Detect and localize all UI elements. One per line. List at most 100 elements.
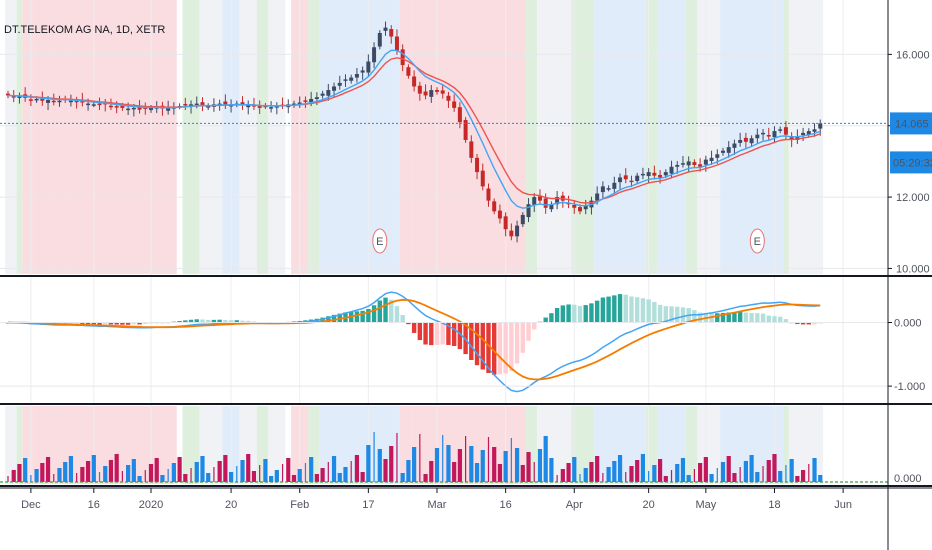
volume-bar-129 xyxy=(743,461,748,482)
macd-hist-117 xyxy=(675,306,680,323)
volume-bar-58 xyxy=(337,473,342,482)
macd-hist-76 xyxy=(440,322,445,345)
volume-bar-116 xyxy=(670,470,673,482)
volume-bar-21 xyxy=(126,465,131,482)
volume-bar-31 xyxy=(183,474,188,482)
time-tick-label-1: 16 xyxy=(88,499,100,511)
volume-bar-45 xyxy=(263,459,268,482)
time-tick-label-7: 16 xyxy=(500,499,512,511)
macd-hist-136 xyxy=(783,319,789,323)
candle-body-43 xyxy=(251,105,256,107)
volume-bar-27 xyxy=(160,475,165,482)
candle-body-45 xyxy=(263,105,268,108)
volume-bar-33 xyxy=(194,462,199,482)
candle-body-75 xyxy=(435,90,439,92)
band-6-0 xyxy=(182,0,200,274)
volume-bar-9 xyxy=(57,468,62,482)
candle-body-56 xyxy=(326,90,331,96)
candle-body-16 xyxy=(97,103,102,106)
candle-body-133 xyxy=(766,135,771,137)
time-tick-label-9: 20 xyxy=(643,499,655,511)
macd-hist-61 xyxy=(354,311,360,323)
volume-bar-97 xyxy=(560,469,565,482)
macd-hist-12 xyxy=(74,322,79,324)
macd-hist-37 xyxy=(217,319,222,323)
macd-hist-19 xyxy=(114,322,119,325)
macd-hist-92 xyxy=(532,322,537,330)
candle-body-128 xyxy=(738,140,743,143)
band-17-0 xyxy=(525,0,538,274)
price-tick-label-3: 10.000 xyxy=(896,263,930,275)
macd-hist-43 xyxy=(251,321,257,323)
macd-hist-118 xyxy=(680,307,686,323)
macd-tick-label-1: -1.000 xyxy=(894,381,925,393)
macd-hist-88 xyxy=(509,322,514,372)
candle-body-46 xyxy=(269,107,274,109)
candle-body-66 xyxy=(383,27,388,31)
volume-bar-110 xyxy=(635,460,640,482)
volume-bar-13 xyxy=(80,467,85,482)
macd-hist-114 xyxy=(657,304,663,323)
macd-hist-100 xyxy=(577,305,583,323)
candle-body-12 xyxy=(74,100,79,103)
volume-bar-136 xyxy=(785,465,787,482)
macd-hist-99 xyxy=(572,304,577,323)
candle-body-14 xyxy=(86,103,91,106)
volume-bar-44 xyxy=(259,465,261,482)
candle-body-35 xyxy=(206,106,211,108)
earnings-label-1: E xyxy=(754,236,761,248)
macd-hist-130 xyxy=(749,313,754,323)
macd-hist-71 xyxy=(411,322,417,333)
band-7-0 xyxy=(199,0,223,274)
candle-body-141 xyxy=(812,129,817,132)
volume-bar-127 xyxy=(732,473,737,482)
candle-body-129 xyxy=(743,137,748,142)
time-tick-label-0: Dec xyxy=(21,499,41,511)
macd-hist-14 xyxy=(85,322,91,325)
volume-bar-54 xyxy=(314,474,319,482)
volume-bar-91 xyxy=(526,452,531,482)
candle-body-79 xyxy=(457,107,462,123)
macd-hist-135 xyxy=(778,316,783,323)
band-15-0 xyxy=(399,0,412,274)
candle-body-134 xyxy=(772,131,777,138)
candle-body-91 xyxy=(526,204,531,218)
macd-hist-56 xyxy=(326,316,331,323)
macd-hist-89 xyxy=(514,322,520,364)
macd-hist-128 xyxy=(737,311,743,323)
macd-tick-label-0: 0.000 xyxy=(894,318,922,330)
macd-hist-106 xyxy=(612,295,617,323)
macd-hist-86 xyxy=(497,322,503,375)
volume-bar-67 xyxy=(389,446,394,482)
candle-body-69 xyxy=(400,49,405,66)
candle-body-4 xyxy=(28,99,33,101)
volume-bar-122 xyxy=(703,457,708,482)
macd-hist-13 xyxy=(80,322,85,324)
candle-body-84 xyxy=(486,188,491,201)
volume-bar-118 xyxy=(680,458,686,482)
band-14-1 xyxy=(319,406,400,484)
candle-body-52 xyxy=(303,100,308,102)
candle-body-130 xyxy=(749,138,754,144)
volume-bar-99 xyxy=(572,457,577,482)
volume-bar-84 xyxy=(487,437,490,482)
volume-bar-24 xyxy=(144,470,146,482)
candle-body-122 xyxy=(703,159,708,165)
macd-hist-17 xyxy=(103,322,108,325)
countdown-label: 05:29:32 xyxy=(893,157,932,169)
candle-body-54 xyxy=(314,97,319,99)
volume-bar-113 xyxy=(652,465,657,482)
time-tick-label-2: 2020 xyxy=(139,499,163,511)
candle-body-32 xyxy=(189,104,194,107)
time-tick-label-8: Apr xyxy=(566,499,583,511)
macd-hist-31 xyxy=(183,320,188,323)
volume-bar-133 xyxy=(766,460,771,482)
macd-hist-72 xyxy=(417,322,423,341)
candle-body-101 xyxy=(583,206,588,210)
macd-hist-132 xyxy=(760,313,766,323)
candle-body-108 xyxy=(623,175,628,180)
volume-bar-94 xyxy=(543,436,548,482)
macd-hist-102 xyxy=(589,303,594,323)
